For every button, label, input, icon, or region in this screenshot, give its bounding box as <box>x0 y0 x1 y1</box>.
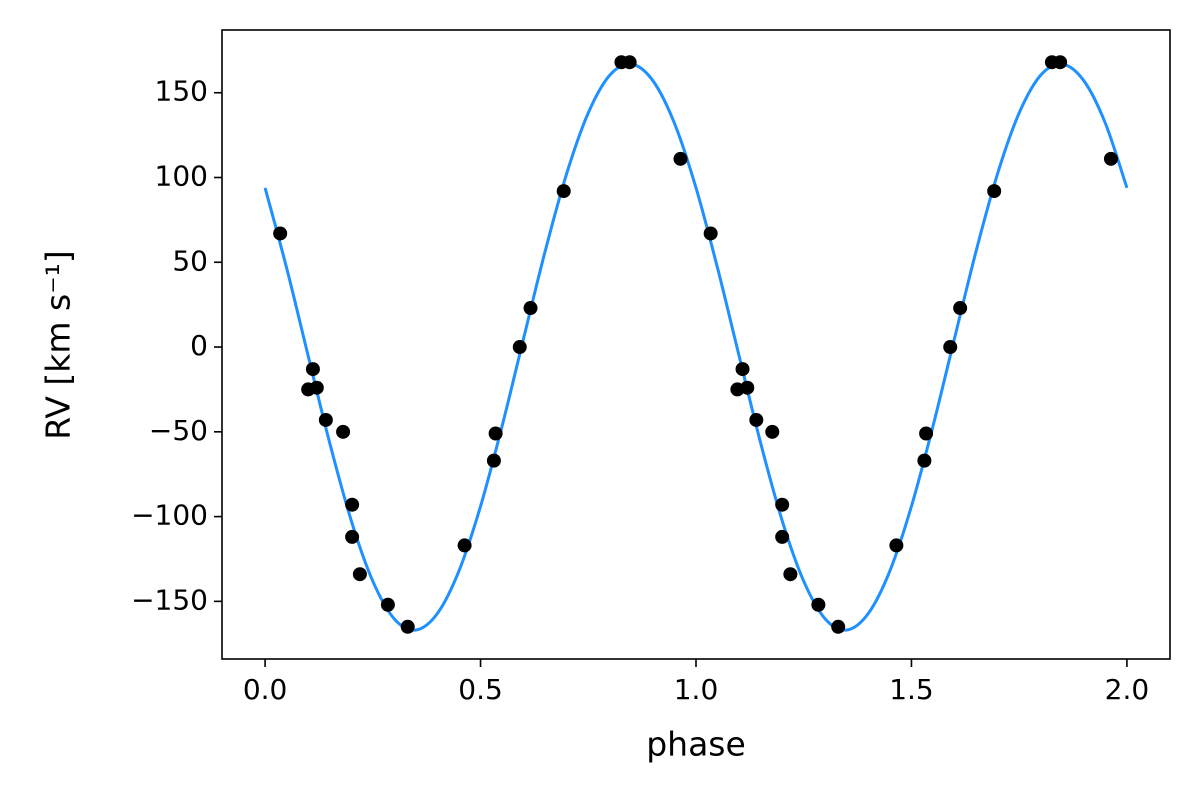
y-axis-label: RV [km s⁻¹] <box>39 250 78 440</box>
x-tick-label: 1.0 <box>674 673 719 706</box>
x-tick-label: 0.5 <box>458 673 503 706</box>
data-point <box>457 538 472 553</box>
data-point <box>380 597 395 612</box>
data-point <box>488 426 503 441</box>
y-tick-label: −150 <box>131 583 208 616</box>
data-point <box>740 380 755 395</box>
data-point <box>352 567 367 582</box>
data-point <box>889 538 904 553</box>
data-point <box>831 619 846 634</box>
data-point <box>673 151 688 166</box>
plot-frame <box>221 29 1171 660</box>
data-point <box>309 380 324 395</box>
x-tick-label: 1.5 <box>889 673 934 706</box>
y-tick-label: −50 <box>149 414 208 447</box>
data-point <box>273 226 288 241</box>
data-point <box>775 497 790 512</box>
data-point <box>512 340 527 355</box>
data-point <box>1053 55 1068 70</box>
data-point <box>811 597 826 612</box>
y-tick-label: −100 <box>131 499 208 532</box>
data-point <box>318 412 333 427</box>
data-point <box>987 184 1002 199</box>
data-point <box>953 301 968 316</box>
data-point <box>703 226 718 241</box>
data-point <box>556 184 571 199</box>
data-point <box>486 453 501 468</box>
data-point <box>917 453 932 468</box>
data-point <box>400 619 415 634</box>
data-point <box>305 362 320 377</box>
data-point <box>345 497 360 512</box>
x-tick-label: 2.0 <box>1105 673 1150 706</box>
x-tick-label: 0.0 <box>243 673 288 706</box>
data-point <box>943 340 958 355</box>
y-tick-label: 50 <box>172 244 208 277</box>
data-point <box>919 426 934 441</box>
y-tick-label: 0 <box>190 329 208 362</box>
data-point <box>749 412 764 427</box>
data-point <box>622 55 637 70</box>
data-point <box>775 529 790 544</box>
data-point <box>765 424 780 439</box>
y-tick-label: 100 <box>155 160 208 193</box>
data-point <box>523 301 538 316</box>
data-point <box>735 362 750 377</box>
data-point <box>783 567 798 582</box>
y-tick-label: 150 <box>155 75 208 108</box>
data-point <box>336 424 351 439</box>
data-point <box>1103 151 1118 166</box>
data-point <box>345 529 360 544</box>
x-axis-label: phase <box>646 725 746 764</box>
